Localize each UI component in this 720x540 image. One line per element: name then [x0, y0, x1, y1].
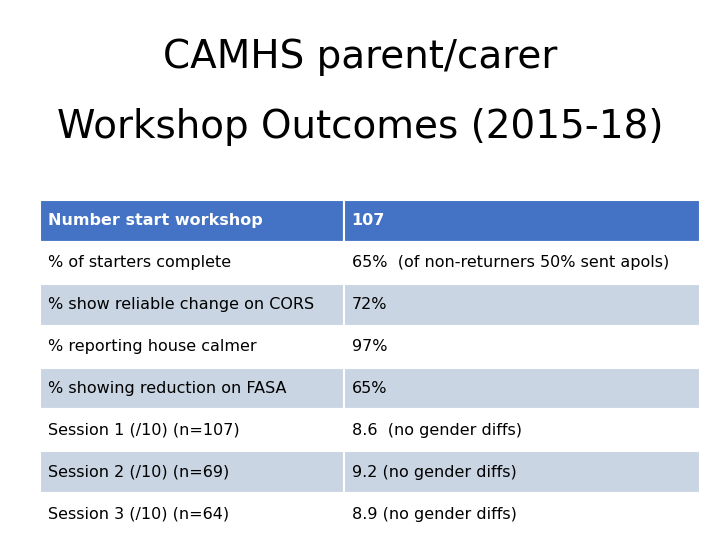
Text: 9.2 (no gender diffs): 9.2 (no gender diffs)	[351, 465, 516, 480]
Text: % showing reduction on FASA: % showing reduction on FASA	[48, 381, 287, 396]
Text: Workshop Outcomes (2015-18): Workshop Outcomes (2015-18)	[57, 108, 663, 146]
Bar	[40, 493, 343, 535]
Text: % of starters complete: % of starters complete	[48, 255, 231, 271]
Bar	[343, 493, 700, 535]
Bar	[40, 284, 343, 326]
Bar	[40, 200, 343, 242]
Bar	[40, 409, 343, 451]
Text: Session 1 (/10) (n=107): Session 1 (/10) (n=107)	[48, 423, 240, 438]
Text: % show reliable change on CORS: % show reliable change on CORS	[48, 297, 314, 312]
Text: % reporting house calmer: % reporting house calmer	[48, 339, 256, 354]
Text: 65%: 65%	[351, 381, 387, 396]
Text: 8.9 (no gender diffs): 8.9 (no gender diffs)	[351, 507, 516, 522]
Bar	[343, 451, 700, 493]
Bar	[343, 284, 700, 326]
Bar	[40, 326, 343, 368]
Bar	[343, 368, 700, 409]
Text: 8.6  (no gender diffs): 8.6 (no gender diffs)	[351, 423, 521, 438]
Text: 107: 107	[351, 213, 385, 228]
Bar	[343, 409, 700, 451]
Text: CAMHS parent/carer: CAMHS parent/carer	[163, 38, 557, 76]
Bar	[343, 200, 700, 242]
Text: 72%: 72%	[351, 297, 387, 312]
Bar	[343, 326, 700, 368]
Text: Session 2 (/10) (n=69): Session 2 (/10) (n=69)	[48, 465, 229, 480]
Bar	[343, 242, 700, 284]
Bar	[40, 368, 343, 409]
Text: 97%: 97%	[351, 339, 387, 354]
Bar	[40, 242, 343, 284]
Text: Number start workshop: Number start workshop	[48, 213, 263, 228]
Bar	[40, 451, 343, 493]
Text: 65%  (of non-returners 50% sent apols): 65% (of non-returners 50% sent apols)	[351, 255, 669, 271]
Text: Session 3 (/10) (n=64): Session 3 (/10) (n=64)	[48, 507, 229, 522]
